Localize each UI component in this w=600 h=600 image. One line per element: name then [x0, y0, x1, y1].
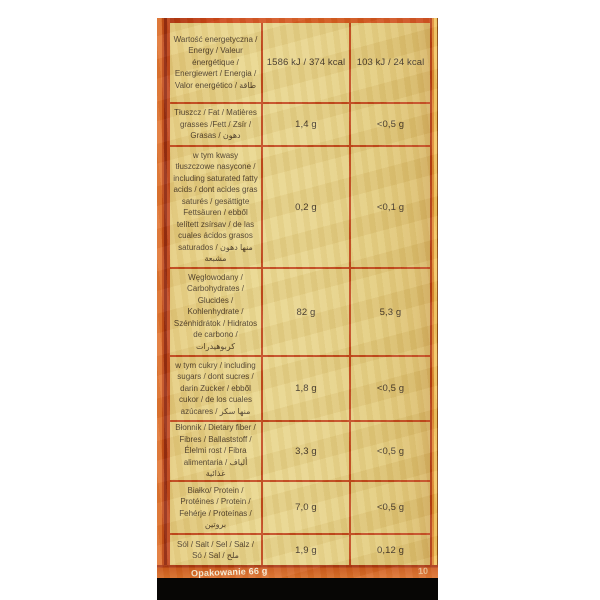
table-row-protein: Białko/ Protein / Protéines / Protein / … — [170, 482, 430, 535]
nutrient-label: w tym cukry / including sugars / dont su… — [170, 357, 263, 420]
nutrient-label: Tłuszcz / Fat / Matières grasses /Fett /… — [170, 104, 263, 145]
nutrient-label: Sól / Salt / Sel / Salz / Só / Sal / ملح — [170, 535, 263, 565]
nutrient-label: Białko/ Protein / Protéines / Protein / … — [170, 482, 263, 533]
value-per-portion: <0,1 g — [351, 147, 430, 267]
table-row-saturated-fat: w tym kwasy tłuszczowe nasycone / includ… — [170, 147, 430, 269]
nutrient-label: Węglowodany / Carbohydrates / Glucides /… — [170, 269, 263, 355]
value-per-portion: 0,12 g — [351, 535, 430, 565]
table-row-carbohydrates: Węglowodany / Carbohydrates / Glucides /… — [170, 269, 430, 357]
value-text: 1,4 g — [295, 119, 317, 130]
package-back-panel: Wartość energetyczna / Energy / Valeur é… — [157, 18, 438, 578]
value-per-100g: 1,4 g — [263, 104, 351, 145]
value-text: <0,5 g — [376, 445, 405, 457]
value-per-100g: 1,9 g — [263, 535, 351, 565]
package-right-edge — [430, 18, 438, 578]
value-per-portion: <0,5 g — [351, 482, 430, 533]
nutrient-label: Wartość energetyczna / Energy / Valeur é… — [170, 23, 263, 102]
table-row-sugars: w tym cukry / including sugars / dont su… — [170, 357, 430, 422]
value-text: 5,3 g — [379, 306, 402, 318]
value-text: 7,0 g — [295, 502, 317, 513]
value-text: <0,5 g — [376, 383, 405, 394]
value-text: 82 g — [296, 306, 316, 318]
value-per-portion: <0,5 g — [351, 422, 430, 480]
value-per-100g: 3,3 g — [263, 422, 351, 480]
value-per-portion: 5,3 g — [351, 269, 430, 355]
nutrient-label: w tym kwasy tłuszczowe nasycone / includ… — [170, 147, 263, 267]
nutrition-table: Wartość energetyczna / Energy / Valeur é… — [170, 23, 430, 565]
value-per-100g: 1586 kJ / 374 kcal — [263, 23, 351, 102]
table-row-salt: Sól / Salt / Sel / Salz / Só / Sal / ملح… — [170, 535, 430, 565]
value-per-100g: 1,8 g — [263, 357, 351, 420]
table-row-fat: Tłuszcz / Fat / Matières grasses /Fett /… — [170, 104, 430, 147]
value-per-portion: <0,5 g — [351, 357, 430, 420]
value-text: 1586 kJ / 374 kcal — [266, 57, 346, 68]
value-per-100g: 82 g — [263, 269, 351, 355]
value-text: 3,3 g — [295, 445, 317, 457]
value-text: 103 kJ / 24 kcal — [356, 57, 425, 68]
package-bottom-strip: Opakowanie 66 g 10 — [157, 565, 438, 578]
table-row-fiber: Błonnik / Dietary fiber / Fibres / Balla… — [170, 422, 430, 482]
value-text: <0,1 g — [376, 201, 405, 213]
value-text: 1,9 g — [295, 544, 317, 556]
value-per-portion: <0,5 g — [351, 104, 430, 145]
value-text: 1,8 g — [295, 383, 317, 394]
strip-right-text: 10 — [417, 565, 429, 577]
value-text: 0,2 g — [295, 201, 317, 213]
value-text: <0,5 g — [376, 119, 405, 130]
table-top-border — [157, 18, 438, 23]
value-text: 0,12 g — [376, 544, 404, 556]
package-left-edge — [157, 18, 170, 578]
photo-bottom-black-band — [157, 578, 438, 600]
table-row-energy: Wartość energetyczna / Energy / Valeur é… — [170, 23, 430, 104]
value-per-100g: 7,0 g — [263, 482, 351, 533]
package-photo: Wartość energetyczna / Energy / Valeur é… — [157, 18, 438, 600]
value-text: <0,5 g — [376, 502, 405, 513]
strip-left-text: Opakowanie 66 g — [190, 565, 268, 578]
nutrient-label: Błonnik / Dietary fiber / Fibres / Balla… — [170, 422, 263, 480]
value-per-100g: 0,2 g — [263, 147, 351, 267]
value-per-portion: 103 kJ / 24 kcal — [351, 23, 430, 102]
